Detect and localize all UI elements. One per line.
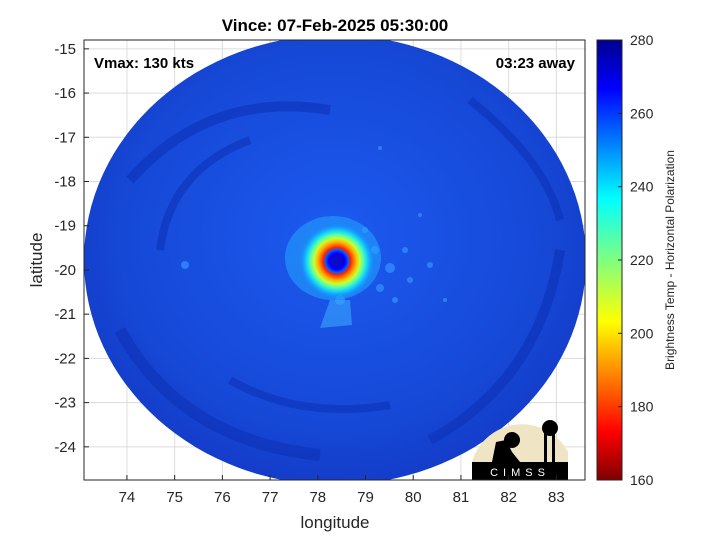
cimss-logo: CIMSS: [472, 420, 568, 480]
chart-title: Vince: 07-Feb-2025 05:30:00: [222, 16, 448, 35]
x-tick-label: 78: [309, 489, 326, 506]
time-away-annotation: 03:23 away: [496, 55, 576, 72]
colorbar-tick-label: 280: [630, 32, 654, 48]
y-tick-label: -20: [54, 262, 76, 279]
x-tick-label: 79: [357, 489, 374, 506]
colorbar-tick-label: 240: [630, 179, 654, 195]
x-axis-label: longitude: [300, 513, 369, 532]
x-tick-label: 83: [548, 489, 565, 506]
y-tick-label: -23: [54, 395, 76, 412]
x-tick-label: 80: [405, 489, 422, 506]
y-tick-label: -18: [54, 174, 76, 191]
storm-eye: [330, 255, 343, 268]
y-axis-label: latitude: [27, 233, 46, 288]
rainband-arcs: [114, 96, 565, 461]
x-axis-ticks: 74 75 76 77 78 79 80 81 82 83: [119, 475, 565, 506]
x-tick-label: 77: [262, 489, 279, 506]
y-tick-label: -24: [54, 439, 76, 456]
x-tick-label: 82: [500, 489, 517, 506]
colorbar-tick-label: 180: [630, 399, 654, 415]
logo-text: CIMSS: [490, 467, 550, 479]
colorbar-tick-label: 200: [630, 325, 654, 341]
y-tick-label: -19: [54, 218, 76, 235]
x-tick-label: 74: [119, 489, 136, 506]
x-tick-label: 81: [453, 489, 470, 506]
swath-seam-patch: [320, 300, 352, 328]
y-axis-ticks: -15 -16 -17 -18 -19 -20 -21 -22 -23 -24: [54, 41, 89, 456]
y-tick-label: -16: [54, 85, 76, 102]
colorbar-label: Brightness Temp - Horizontal Polarizatio…: [663, 150, 677, 370]
colorbar: [596, 39, 623, 481]
y-tick-label: -22: [54, 350, 76, 367]
colorbar-tick-label: 260: [630, 105, 654, 121]
swath-field: [84, 40, 585, 480]
colorbar-tick-label: 160: [630, 472, 654, 488]
x-tick-label: 76: [214, 489, 231, 506]
y-tick-label: -21: [54, 306, 76, 323]
y-tick-label: -15: [54, 41, 76, 58]
colorbar-tick-label: 220: [630, 252, 654, 268]
axes-frame: [83, 39, 586, 481]
y-tick-label: -17: [54, 129, 76, 146]
vmax-annotation: Vmax: 130 kts: [94, 55, 194, 72]
x-tick-label: 75: [166, 489, 183, 506]
colorbar-ticks: 160 180 200 220 240 260 280: [618, 32, 654, 488]
